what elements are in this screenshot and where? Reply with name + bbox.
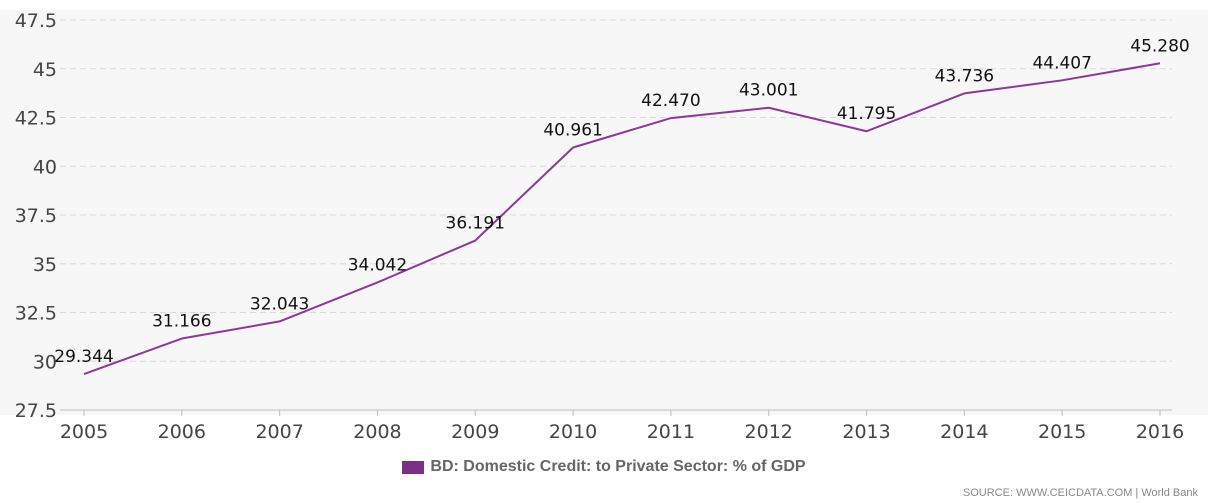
- x-tick-label: 2005: [60, 421, 108, 443]
- y-tick-label: 45: [33, 59, 57, 81]
- y-tick-label: 40: [33, 156, 57, 178]
- x-tick-label: 2008: [353, 421, 401, 443]
- axes: 27.5 30 32.5 35 37.5 40 42.5 45 47.5 2005 2006 2007…: [15, 10, 1184, 443]
- x-tick-label: 2012: [745, 421, 793, 443]
- y-tick-label: 30: [33, 351, 57, 373]
- data-label: 40.961: [543, 121, 602, 141]
- grid: [60, 19, 1172, 362]
- data-label: 41.795: [837, 104, 896, 124]
- y-tick-label: 37.5: [15, 205, 57, 227]
- plot-area: [0, 10, 1208, 415]
- y-tick-label: 27.5: [15, 400, 57, 422]
- data-label: 43.736: [935, 66, 994, 86]
- data-label: 43.001: [739, 81, 798, 101]
- data-label: 36.191: [446, 214, 505, 234]
- x-tick-label: 2007: [255, 421, 303, 443]
- x-tick-label: 2013: [842, 421, 890, 443]
- data-labels: 29.344 31.166 32.043 34.042 36.191 40.961 42.4…: [54, 36, 1189, 367]
- legend-swatch: [402, 460, 425, 474]
- x-tick-label: 2006: [158, 421, 206, 443]
- data-label: 42.470: [641, 91, 700, 111]
- series: [83, 62, 1161, 375]
- data-label: 34.042: [348, 255, 407, 275]
- legend-label: BD: Domestic Credit: to Private Sector: …: [430, 458, 806, 475]
- x-tick-label: 2010: [549, 421, 597, 443]
- y-tick-label: 47.5: [15, 10, 57, 32]
- data-label: 44.407: [1032, 53, 1091, 73]
- data-label: 31.166: [152, 312, 211, 332]
- data-label: 45.280: [1130, 36, 1189, 56]
- legend[interactable]: BD: Domestic Credit: to Private Sector: …: [0, 458, 1208, 476]
- y-tick-label: 35: [33, 254, 57, 276]
- x-tick-label: 2016: [1136, 421, 1184, 443]
- data-label: 29.344: [54, 347, 113, 367]
- x-tick-label: 2014: [940, 421, 988, 443]
- source-note: SOURCE: WWW.CEICDATA.COM | World Bank: [962, 487, 1198, 499]
- y-tick-label: 32.5: [15, 303, 57, 325]
- x-tick-label: 2015: [1038, 421, 1086, 443]
- y-tick-label: 42.5: [15, 108, 57, 130]
- x-tick-label: 2009: [451, 421, 499, 443]
- series-line: [83, 62, 1161, 375]
- data-label: 32.043: [250, 294, 309, 314]
- x-tick-label: 2011: [647, 421, 695, 443]
